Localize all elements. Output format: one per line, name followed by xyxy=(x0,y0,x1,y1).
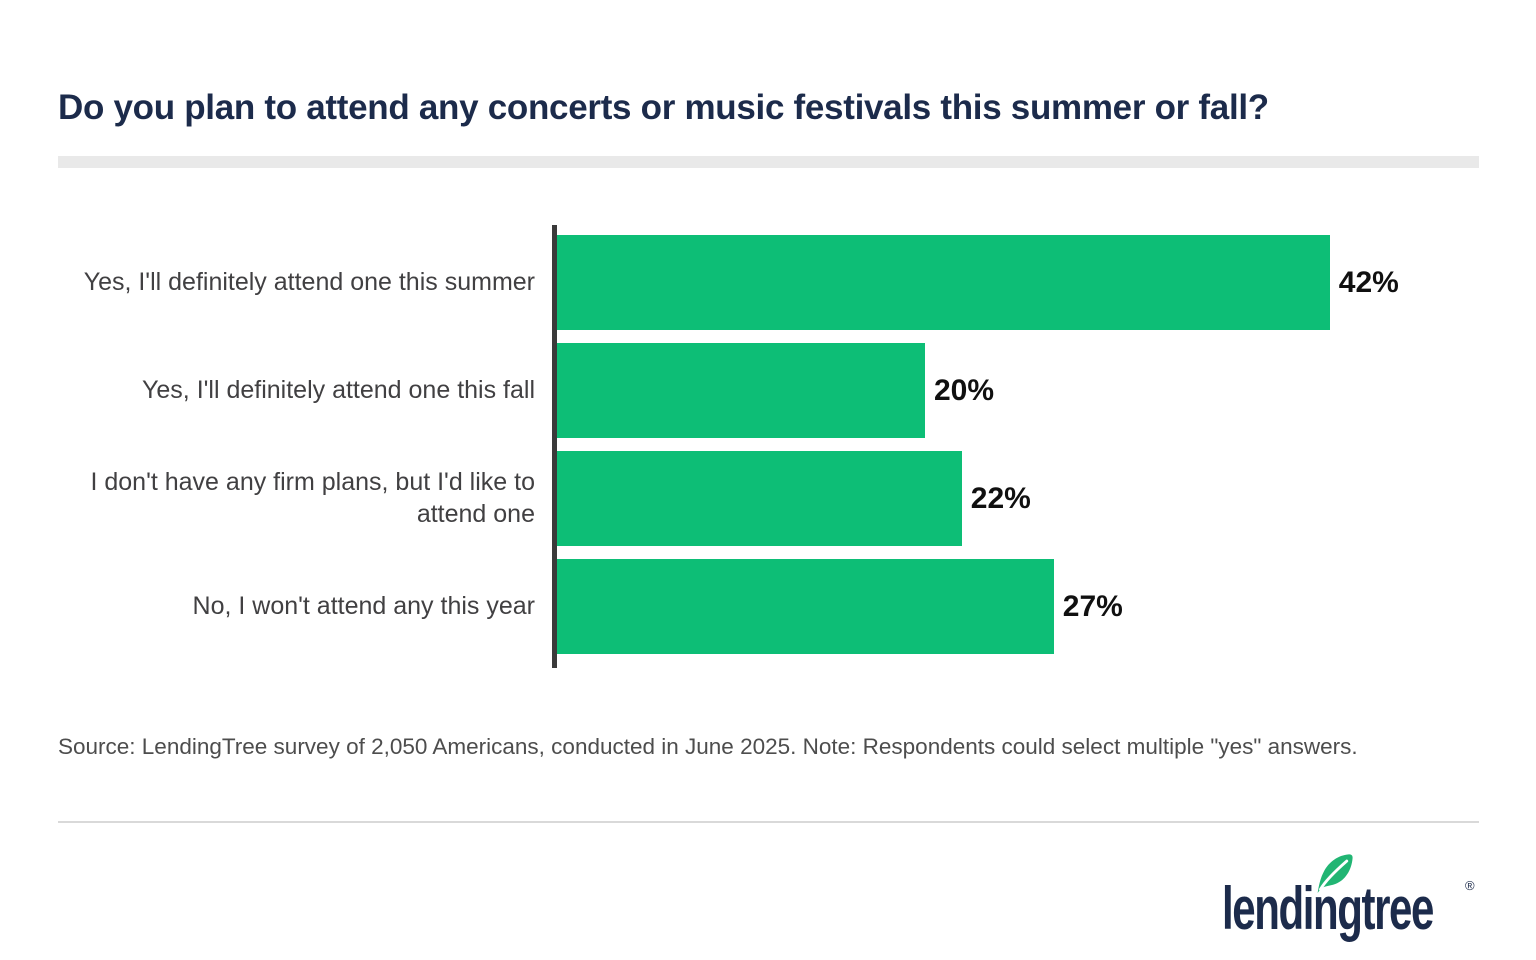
value-label: 42% xyxy=(1338,265,1399,299)
category-label: Yes, I'll definitely attend one this sum… xyxy=(83,267,535,296)
registered-trademark-icon: ® xyxy=(1465,878,1475,893)
y-axis-line xyxy=(552,225,557,668)
category-label: Yes, I'll definitely attend one this fal… xyxy=(142,375,535,404)
bar-chart: Yes, I'll definitely attend one this sum… xyxy=(58,235,1488,654)
value-label: 27% xyxy=(1062,589,1123,623)
bar-cell: 22% xyxy=(557,451,1488,546)
footer-divider xyxy=(58,821,1479,823)
chart-row: Yes, I'll definitely attend one this fal… xyxy=(58,343,1488,438)
bar-cell: 42% xyxy=(557,235,1488,330)
lendingtree-logo: lendingtree ® xyxy=(1222,852,1492,947)
category-label: I don't have any firm plans, but I'd lik… xyxy=(90,468,535,528)
value-label: 20% xyxy=(934,373,995,407)
bar-cell: 20% xyxy=(557,343,1488,438)
title-divider xyxy=(58,156,1479,168)
bar-cell: 27% xyxy=(557,559,1488,654)
logo-wordmark: lendingtree xyxy=(1222,875,1434,942)
leaf-icon xyxy=(1317,854,1353,894)
value-label: 22% xyxy=(970,481,1031,515)
bar-wont-attend xyxy=(557,559,1054,654)
source-note: Source: LendingTree survey of 2,050 Amer… xyxy=(58,734,1358,759)
chart-row: Yes, I'll definitely attend one this sum… xyxy=(58,235,1488,330)
chart-row: I don't have any firm plans, but I'd lik… xyxy=(58,451,1488,546)
bar-no-firm-plans xyxy=(557,451,962,546)
chart-row: No, I won't attend any this year 27% xyxy=(58,559,1488,654)
bar-fall xyxy=(557,343,925,438)
page-title: Do you plan to attend any concerts or mu… xyxy=(58,88,1269,127)
category-label: No, I won't attend any this year xyxy=(192,591,535,620)
bar-summer xyxy=(557,235,1330,330)
